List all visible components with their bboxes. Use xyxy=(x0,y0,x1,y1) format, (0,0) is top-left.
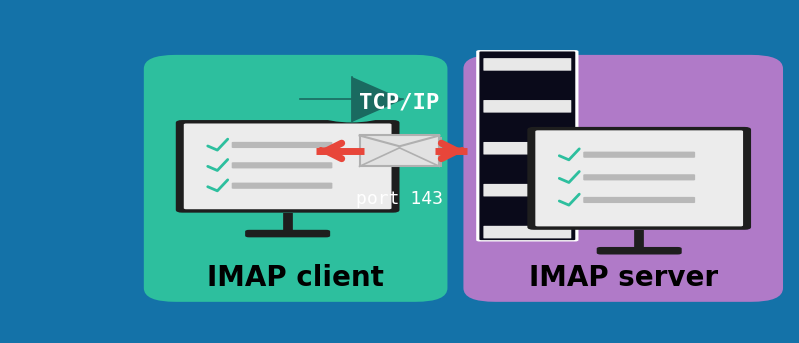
FancyBboxPatch shape xyxy=(583,152,695,158)
FancyBboxPatch shape xyxy=(176,120,400,213)
FancyBboxPatch shape xyxy=(483,226,571,238)
FancyBboxPatch shape xyxy=(597,247,682,255)
FancyBboxPatch shape xyxy=(232,162,332,168)
FancyBboxPatch shape xyxy=(483,184,571,197)
FancyBboxPatch shape xyxy=(144,55,447,302)
Text: IMAP server: IMAP server xyxy=(529,264,718,292)
FancyBboxPatch shape xyxy=(483,100,571,113)
FancyBboxPatch shape xyxy=(184,123,392,209)
FancyBboxPatch shape xyxy=(535,130,743,226)
FancyBboxPatch shape xyxy=(479,51,575,240)
Text: IMAP client: IMAP client xyxy=(207,264,384,292)
FancyBboxPatch shape xyxy=(360,135,439,166)
FancyBboxPatch shape xyxy=(483,58,571,71)
FancyBboxPatch shape xyxy=(362,137,442,167)
Circle shape xyxy=(300,77,403,122)
FancyBboxPatch shape xyxy=(463,55,783,302)
FancyBboxPatch shape xyxy=(527,127,751,230)
FancyBboxPatch shape xyxy=(232,182,332,189)
FancyBboxPatch shape xyxy=(583,174,695,180)
Text: port 143: port 143 xyxy=(356,190,443,208)
FancyBboxPatch shape xyxy=(245,230,330,237)
FancyBboxPatch shape xyxy=(583,197,695,203)
FancyBboxPatch shape xyxy=(476,50,578,241)
FancyBboxPatch shape xyxy=(483,142,571,155)
Text: TCP/IP: TCP/IP xyxy=(360,93,439,113)
FancyBboxPatch shape xyxy=(232,142,332,148)
Polygon shape xyxy=(352,77,403,122)
